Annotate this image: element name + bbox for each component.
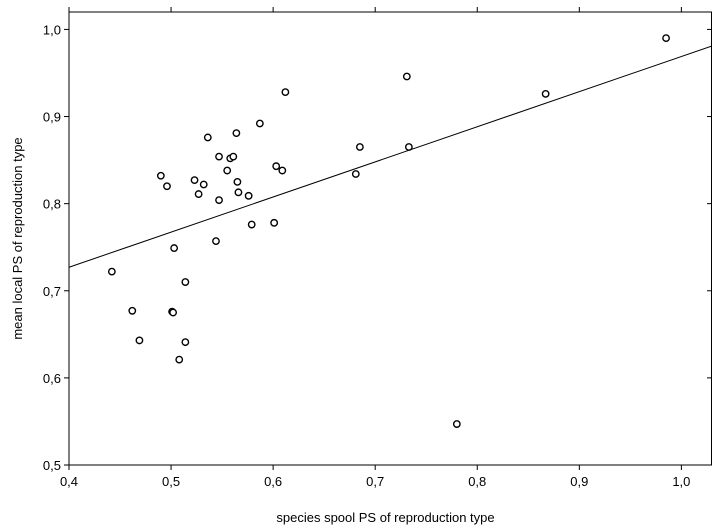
data-point [107,267,116,276]
data-point [212,237,220,246]
data-point [662,34,670,43]
x-tick-label: 0,7 [366,474,384,489]
axis-ticks [64,7,712,470]
y-tick-label: 0,6 [43,371,61,386]
y-tick-label: 0,8 [43,197,61,212]
data-point [170,244,179,252]
data-point [203,133,212,142]
data-point [175,355,184,364]
y-tick-label: 0,9 [43,110,61,125]
x-tick-label: 0,6 [264,474,282,489]
data-point [452,420,461,428]
data-point [278,166,287,175]
data-point [255,119,264,128]
data-point [156,171,165,180]
data-point [351,170,360,178]
data-point [223,166,232,175]
data-point [194,190,203,198]
y-tick-label: 1,0 [43,22,61,37]
data-point [541,89,550,98]
data-point [135,336,144,345]
data-point [234,188,243,197]
x-tick-label: 0,8 [468,474,486,489]
x-tick-label: 0,4 [60,474,78,489]
data-point [404,143,413,151]
data-point [355,143,364,151]
data-point [244,191,253,200]
x-tick-label: 0,9 [570,474,588,489]
data-point [169,308,178,317]
x-tick-label: 1,0 [672,474,690,489]
data-point [229,152,238,161]
data-point [190,176,199,185]
data-point [232,129,241,137]
x-tick-label: 0,5 [162,474,180,489]
data-point [281,88,290,97]
data-points [107,34,670,428]
data-point [247,220,256,229]
data-point [215,152,223,161]
data-point [128,306,137,315]
data-point [163,182,171,191]
y-tick-label: 0,5 [43,458,61,473]
data-point [199,180,208,189]
data-point [233,177,242,186]
y-axis-label: mean local PS of reproduction type [10,137,25,339]
plot-frame [68,11,712,466]
tick-labels: 0,4 0,5 0,6 0,7 0,8 0,9 1,00,50,60,70,80,91,0 [43,22,690,489]
regression-line [68,45,712,268]
data-point [181,338,190,347]
data-point [402,72,411,81]
data-point [272,162,281,171]
data-point [181,278,190,286]
data-point [270,218,279,227]
x-axis-label: species spool PS of reproduction type [276,510,494,525]
data-point [215,196,223,205]
y-tick-label: 0,7 [43,284,61,299]
